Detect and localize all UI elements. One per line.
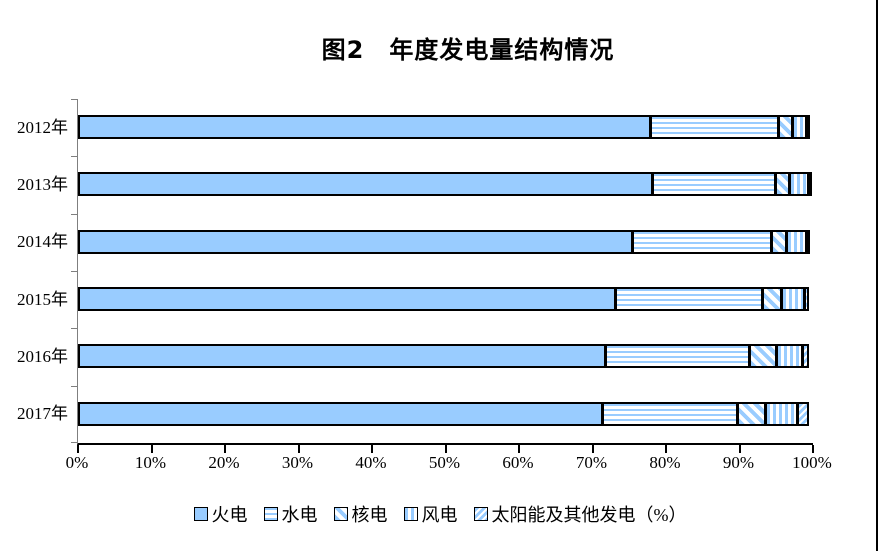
stacked-bar [78,115,813,139]
bar-segment [777,115,793,139]
stacked-bar [78,172,813,197]
x-axis-tick [224,445,226,453]
x-axis-tick [738,445,741,453]
bar-segment [803,286,809,311]
bar-segment [651,172,776,197]
bar-segment [78,286,617,311]
legend-label: 太阳能及其他发电（%） [491,505,687,525]
bar-segment [774,172,791,197]
x-axis-tick-label: 10% [134,453,167,472]
x-axis-tick-label: 30% [281,453,314,472]
stacked-bar [78,401,813,426]
y-axis-label: 2017年 [17,404,68,424]
bar-segment [78,344,606,369]
bar-segment [78,115,652,139]
x-axis-tick [812,445,814,453]
legend-swatch-vertical-stripes [403,507,418,521]
bar-segment [791,115,808,139]
bar-row [78,214,813,271]
y-axis-label: 2013年 [17,175,68,194]
bar-segment [631,229,772,254]
y-axis-tick [71,328,77,330]
bar-segment [761,286,782,311]
x-axis-tick-label: 100% [792,453,832,472]
y-axis-tick [71,156,77,158]
y-axis-tick [71,385,77,387]
y-axis-tick [71,442,77,443]
x-axis-tick [77,445,79,453]
bar-segment [749,344,778,369]
y-axis-tick [71,213,77,215]
x-axis-tick-label: 20% [208,453,240,472]
x-axis-tick-label: 0% [65,453,89,472]
stacked-bar [78,229,813,254]
bar-segment [776,344,803,369]
y-axis-label: 2014年 [17,232,68,252]
bar-segment [650,115,779,139]
y-axis-tick [71,99,77,100]
x-axis-tick [150,445,153,453]
bar-segment [604,344,751,369]
plot-area [71,99,814,453]
bar-segment [806,229,811,254]
x-axis-tick [665,445,667,453]
bar-segment [797,401,809,426]
bar-segment [789,172,809,197]
legend-swatch-diagonal-up [473,507,488,521]
bar-segment [806,115,811,139]
chart-title: 图2 年度发电量结构情况 [321,36,615,64]
bar-segment [78,172,653,197]
x-axis-tick [444,445,447,453]
legend-label: 核电 [351,505,388,525]
bar-segment [780,286,805,311]
legend: 火电 水电 核电 风电 太阳能及其他发电（%） [0,501,880,527]
x-axis-tick-label: 80% [649,453,681,472]
x-axis-tick [297,445,300,453]
legend-item: 核电 [333,501,388,527]
bar-row [78,156,813,213]
bar-row [78,271,813,328]
x-axis-tick-label: 60% [502,453,534,472]
bar-segment [770,229,788,254]
y-axis-tick [71,271,77,272]
bar-segment [801,344,809,369]
stacked-bar [78,286,813,311]
bar-segment [807,172,812,197]
legend-swatch-solid [193,507,208,521]
legend-label: 水电 [281,505,318,525]
legend-item: 风电 [403,501,458,527]
x-axis-tick-label: 50% [428,453,461,472]
x-axis-tick-label: 40% [355,453,387,472]
stacked-bar [78,344,813,369]
x-axis-tick-label: 70% [575,453,608,472]
bar-segment [737,401,767,426]
bar-segment [78,229,633,254]
x-axis-tick [518,445,520,453]
x-axis-tick-label: 90% [722,453,755,472]
bar-segment [615,286,763,311]
legend-swatch-horizontal-stripes [263,507,278,521]
y-axis-label: 2016年 [17,347,68,366]
image-right-border [876,0,878,551]
bar-row [78,328,813,385]
legend-label: 风电 [421,505,458,525]
bar-segment [601,401,739,426]
y-axis-label: 2012年 [17,117,68,137]
bar-segment [765,401,799,426]
bar-segment [786,229,808,254]
bar-row [78,99,813,156]
legend-swatch-diagonal-down [333,507,348,521]
y-axis-label: 2015年 [17,289,68,309]
legend-item: 太阳能及其他发电（%） [473,501,687,527]
legend-label: 火电 [211,505,248,525]
bar-segment [78,401,603,426]
bar-row [78,386,813,443]
x-axis-tick [591,445,594,453]
x-axis-tick [371,445,373,453]
legend-item: 水电 [263,501,318,527]
legend-item: 火电 [193,501,248,527]
